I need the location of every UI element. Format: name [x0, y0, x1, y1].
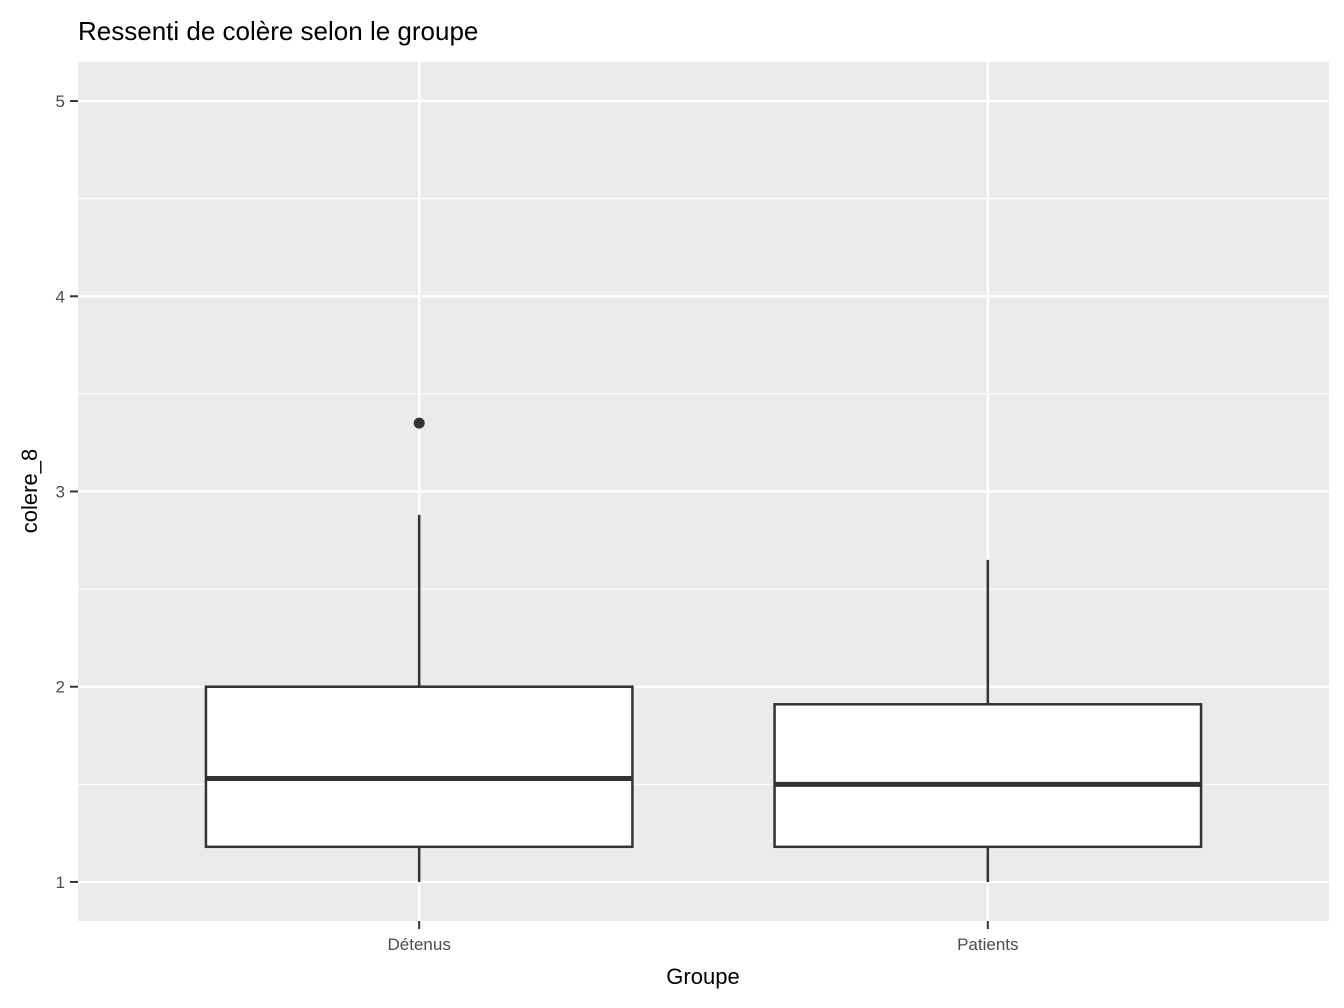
y-tick-label: 3: [56, 483, 65, 502]
iqr-box: [773, 703, 1203, 849]
y-tick-label: 2: [56, 678, 65, 697]
box-patients: [773, 559, 1203, 882]
chart-title: Ressenti de colère selon le groupe: [78, 16, 478, 46]
y-tick-label: 1: [56, 873, 65, 892]
iqr-box: [204, 685, 634, 849]
x-axis: Détenus Patients: [388, 921, 1019, 954]
x-tick-label: Patients: [957, 935, 1018, 954]
x-tick-label: Détenus: [388, 935, 451, 954]
y-axis: 1 2 3 4 5: [56, 92, 78, 892]
boxes: [204, 417, 1203, 882]
x-axis-title: Groupe: [666, 964, 739, 989]
y-tick-label: 5: [56, 92, 65, 111]
y-axis-title: colere_8: [17, 449, 42, 533]
outlier-point: [413, 417, 425, 429]
box-detenus: [204, 417, 634, 882]
y-tick-label: 4: [56, 287, 65, 306]
